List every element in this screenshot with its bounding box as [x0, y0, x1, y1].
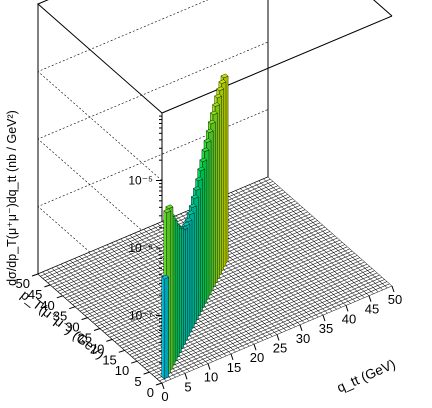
y-tick	[93, 328, 101, 331]
bar-top-face	[193, 186, 201, 191]
z-gridline	[37, 109, 269, 316]
bar-top-face	[163, 208, 172, 214]
x-tick	[230, 353, 234, 361]
x-tick	[391, 285, 395, 293]
x-tick	[322, 314, 326, 322]
bar-top-face	[161, 274, 170, 280]
bar-top-face	[199, 157, 208, 163]
bar-top-face	[220, 73, 229, 79]
z-tick-label: 10⁻⁷	[129, 309, 153, 323]
bar-top-face	[207, 119, 216, 125]
x-tick-label: 10	[204, 370, 218, 385]
y-tick-label: 40	[40, 298, 54, 313]
y-tick-label: 15	[102, 352, 116, 367]
bar-top-face	[195, 176, 203, 182]
bar-side-face	[161, 276, 165, 380]
bar-top-face	[184, 217, 193, 223]
x-tick-label: 50	[388, 292, 402, 307]
y-tick-label: 5	[134, 374, 141, 389]
x-tick-label: 30	[296, 331, 310, 346]
z-axis-title: dσ/dp_T(μ⁺μ⁻)dq_tt (nb / GeV²)	[5, 110, 19, 286]
bar-top-face	[188, 203, 197, 209]
y-tick	[31, 273, 39, 277]
y-tick-label: 0	[147, 385, 154, 400]
y-tick	[155, 382, 163, 386]
x-tick	[345, 305, 349, 312]
x-tick-label: 20	[250, 350, 264, 365]
bar-top-face	[212, 102, 220, 107]
x-tick	[207, 363, 211, 370]
y-tick-label: 20	[90, 341, 104, 356]
lego-bars	[161, 73, 229, 380]
y-tick	[44, 284, 51, 288]
z-tick-label: 10⁻⁶	[128, 241, 153, 255]
bar-top-face	[214, 93, 223, 99]
y-tick	[56, 295, 63, 299]
front-top-edge	[161, 15, 393, 114]
x-tick-label: 45	[365, 302, 379, 317]
bar-front-face	[163, 276, 169, 380]
x-tick	[253, 344, 257, 351]
right-top-edge	[373, 0, 393, 17]
bar-top-face	[201, 147, 210, 153]
axis-ticks: 10⁻⁷10⁻⁶10⁻⁵0510152025303540455005101520…	[16, 115, 402, 404]
x-tick-label: 15	[227, 360, 241, 375]
z-gridline	[37, 0, 209, 181]
bar-top-face	[205, 128, 214, 134]
x-tick-label: 35	[319, 321, 333, 336]
bar-top-face	[216, 86, 225, 92]
y-tick	[106, 338, 113, 342]
bar-top-face	[182, 221, 191, 227]
x-tick-label: 25	[273, 341, 287, 356]
x-tick	[161, 382, 165, 390]
bar-top-face	[165, 204, 174, 210]
x-axis-title: q_tt (GeV)	[335, 356, 398, 395]
floor-cell	[384, 283, 393, 289]
x-tick-label: 0	[161, 389, 168, 404]
bar-top-face	[190, 194, 199, 200]
x-tick-label: 5	[184, 379, 191, 394]
y-tick	[143, 371, 150, 375]
z-gridline	[37, 41, 269, 249]
y-tick-label: 50	[16, 276, 30, 291]
lego-bar	[161, 274, 170, 380]
bar-top-face	[218, 79, 227, 85]
y-tick	[131, 360, 138, 364]
bar-top-face	[203, 138, 212, 143]
z-tick-label: 10⁻⁵	[128, 174, 153, 188]
y-tick	[69, 306, 76, 310]
y-tick-label: 10	[115, 363, 129, 378]
x-tick	[368, 295, 372, 302]
x-tick	[299, 324, 303, 331]
y-tick-label: 25	[78, 331, 92, 346]
bar-top-face	[186, 210, 195, 216]
x-tick	[184, 373, 188, 380]
y-tick	[118, 349, 125, 353]
y-tick-label: 45	[28, 287, 42, 302]
y-tick	[81, 317, 88, 321]
y-tick-label: 30	[65, 320, 79, 335]
x-tick-label: 40	[342, 311, 356, 326]
x-tick	[276, 334, 280, 341]
bar-top-face	[210, 110, 218, 116]
bar-top-face	[197, 166, 206, 172]
y-tick-label: 35	[53, 309, 67, 324]
